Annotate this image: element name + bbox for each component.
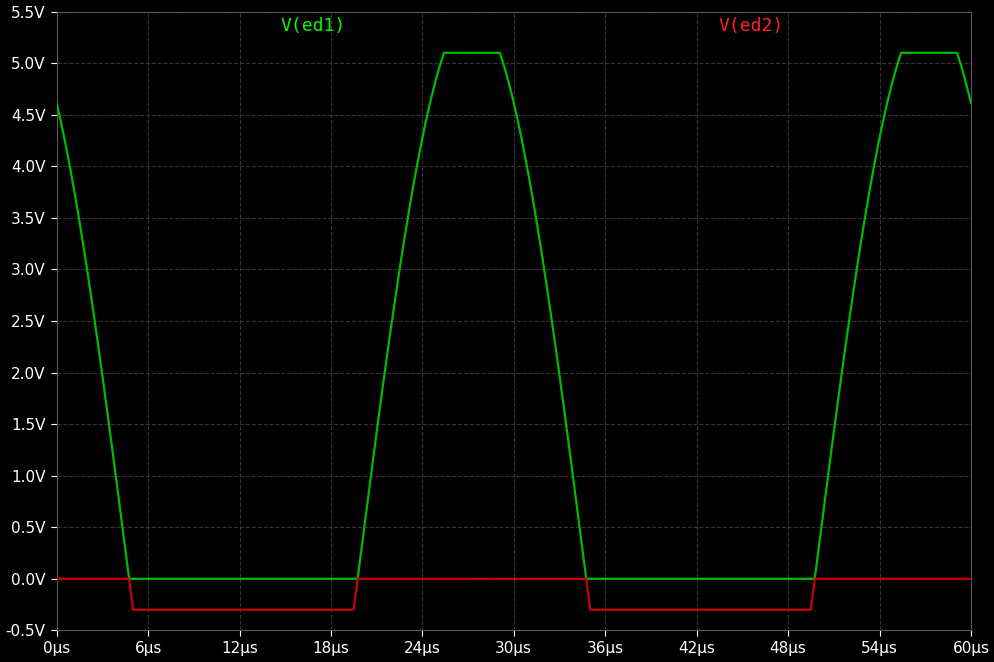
Text: V(ed2): V(ed2): [718, 17, 783, 34]
Text: V(ed1): V(ed1): [280, 17, 346, 34]
